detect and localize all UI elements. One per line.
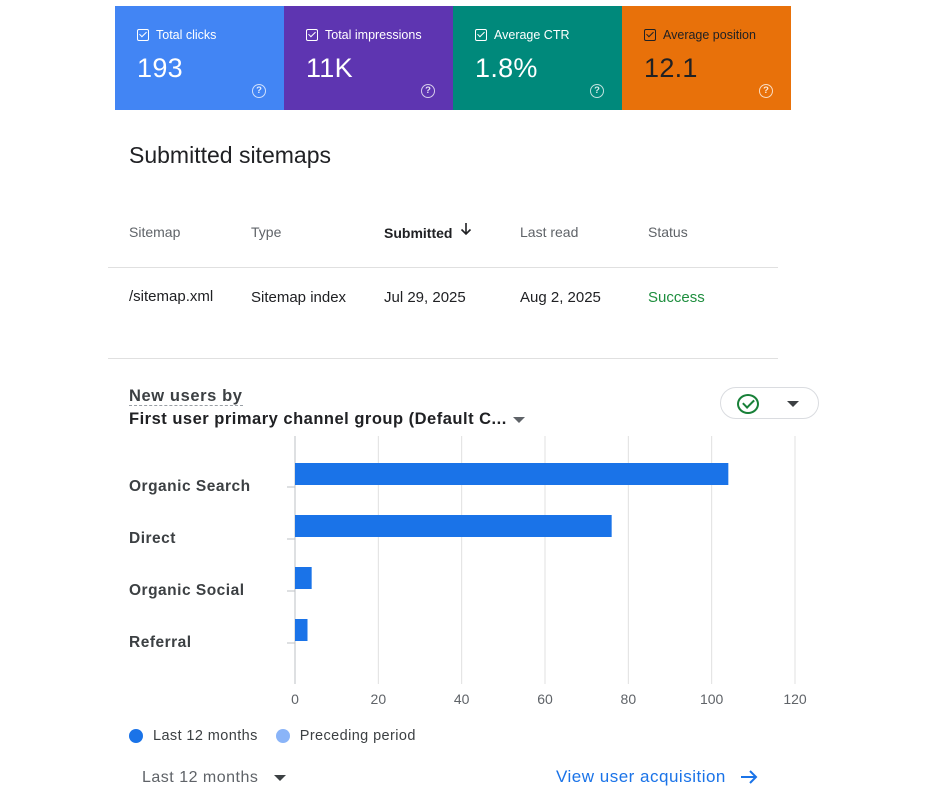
sitemap-path: /sitemap.xml — [129, 288, 214, 305]
category-label: Referral — [129, 634, 192, 651]
metric-value: 12.1 — [644, 53, 698, 83]
x-tick-label: 80 — [621, 691, 637, 707]
legend-item-last-12-months[interactable]: Last 12 months — [129, 728, 258, 744]
new-users-title: New users by — [129, 387, 243, 406]
table-row[interactable]: /sitemap.xml Sitemap index Jul 29, 2025 … — [108, 268, 778, 359]
dimension-label: First user primary channel group (Defaul… — [129, 410, 507, 428]
metric-tile-total-clicks[interactable]: Total clicks 193 ? — [115, 6, 284, 110]
column-header-status[interactable]: Status — [648, 224, 688, 240]
period-label: Last 12 months — [142, 769, 259, 786]
view-user-acquisition-link[interactable]: View user acquisition — [556, 767, 758, 787]
legend-dot — [275, 729, 290, 743]
x-tick-label: 0 — [291, 691, 299, 707]
legend-label: Last 12 months — [153, 728, 258, 744]
sitemap-submitted: Jul 29, 2025 — [384, 289, 466, 306]
checkbox-icon[interactable] — [644, 29, 656, 41]
check-circle-icon — [737, 394, 759, 414]
arrow-right-icon — [740, 770, 758, 784]
metric-header: Average position — [644, 28, 756, 42]
chevron-down-icon — [512, 416, 525, 423]
sitemaps-title: Submitted sitemaps — [129, 142, 331, 168]
bar — [295, 463, 729, 485]
checkbox-icon[interactable] — [137, 29, 149, 41]
legend-label: Preceding period — [299, 728, 416, 744]
metric-header: Average CTR — [475, 28, 570, 42]
help-icon[interactable]: ? — [590, 84, 604, 98]
x-tick-label: 40 — [454, 691, 470, 707]
metric-label: Total clicks — [156, 28, 217, 42]
column-header-sitemap[interactable]: Sitemap — [129, 224, 181, 240]
metric-header: Total impressions — [306, 28, 422, 42]
period-selector[interactable]: Last 12 months — [142, 769, 287, 787]
metric-tile-total-impressions[interactable]: Total impressions 11K ? — [284, 6, 453, 110]
column-header-submitted[interactable]: Submitted — [384, 223, 472, 241]
x-tick-label: 100 — [700, 691, 724, 707]
metric-label: Average position — [663, 28, 756, 42]
metric-label: Total impressions — [325, 28, 422, 42]
chevron-down-icon — [787, 401, 799, 407]
dimension-selector[interactable]: First user primary channel group (Defaul… — [129, 410, 525, 429]
arrow-down-icon — [461, 223, 472, 236]
sitemap-last-read: Aug 2, 2025 — [520, 289, 601, 306]
help-icon[interactable]: ? — [421, 84, 435, 98]
column-header-type[interactable]: Type — [251, 224, 282, 240]
sitemap-type: Sitemap index — [251, 289, 347, 306]
sitemaps-table: Sitemap Type Submitted Last read Status … — [108, 200, 778, 359]
x-tick-label: 120 — [783, 691, 807, 707]
metric-tile-average-ctr[interactable]: Average CTR 1.8% ? — [453, 6, 622, 110]
new-users-title-label[interactable]: New users by — [129, 387, 243, 406]
help-icon[interactable]: ? — [252, 84, 266, 98]
metric-value: 11K — [306, 53, 353, 83]
help-icon[interactable]: ? — [759, 84, 773, 98]
metric-label: Average CTR — [494, 28, 570, 42]
category-label: Organic Search — [129, 478, 251, 495]
checkbox-icon[interactable] — [475, 29, 487, 41]
category-label: Organic Social — [129, 582, 245, 599]
compare-toggle[interactable] — [720, 387, 819, 419]
bar — [295, 567, 312, 589]
chart-legend: Last 12 months Preceding period — [129, 728, 434, 744]
view-link-label: View user acquisition — [556, 767, 726, 786]
metric-tiles: Total clicks 193 ? Total impressions 11K… — [115, 6, 791, 110]
metric-tile-average-position[interactable]: Average position 12.1 ? — [622, 6, 791, 110]
metric-value: 1.8% — [475, 53, 538, 83]
sitemap-status: Success — [648, 289, 705, 306]
category-label: Direct — [129, 530, 176, 547]
bar — [295, 619, 308, 641]
checkbox-icon[interactable] — [306, 29, 318, 41]
metric-header: Total clicks — [137, 28, 216, 42]
x-tick-label: 60 — [537, 691, 553, 707]
column-header-last-read[interactable]: Last read — [520, 224, 579, 240]
table-header: Sitemap Type Submitted Last read Status — [108, 200, 778, 268]
chevron-down-icon — [274, 775, 287, 781]
bar — [295, 515, 612, 537]
column-header-submitted-label: Submitted — [384, 225, 453, 241]
legend-dot — [129, 729, 143, 743]
legend-item-preceding-period[interactable]: Preceding period — [275, 728, 416, 744]
metric-value: 193 — [137, 53, 183, 83]
x-tick-label: 20 — [371, 691, 387, 707]
